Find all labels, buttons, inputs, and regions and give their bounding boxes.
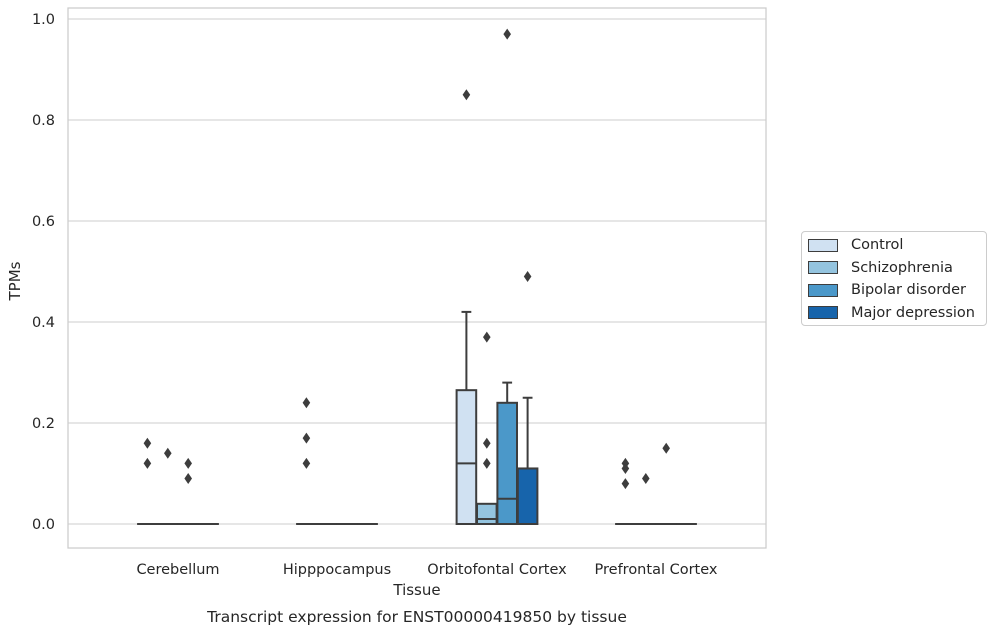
outlier-point [662, 442, 670, 454]
outlier-point [184, 457, 192, 469]
legend-label: Schizophrenia [851, 259, 953, 276]
box-schizophrenia [635, 473, 657, 525]
box-control [137, 437, 158, 525]
y-axis-ticks: 0.0 0.2 0.4 0.6 0.8 1.0 [32, 12, 55, 533]
y-axis-label: TPMs [6, 261, 24, 301]
box-control [455, 89, 478, 525]
legend-label: Bipolar disorder [851, 282, 966, 299]
box-body [455, 389, 478, 525]
legend-item: Bipolar disorder [808, 279, 980, 302]
legend-item: Major depression [808, 302, 980, 325]
box-bipolar-disorder [655, 442, 677, 525]
box-marks [137, 28, 697, 526]
box-control [615, 457, 636, 525]
x-axis-ticks: Cerebellum Hipppocampus Orbitofontal Corte… [136, 562, 717, 578]
outlier-point [143, 437, 152, 449]
outlier-point [302, 397, 311, 409]
outlier-point [462, 89, 471, 101]
outlier-point [483, 437, 491, 449]
legend-swatch [808, 261, 838, 275]
legend-swatch [808, 283, 838, 297]
box-body [496, 401, 518, 525]
box-control [296, 397, 317, 525]
outlier-point [642, 473, 650, 485]
outlier-point [184, 473, 192, 485]
box-major-depression [516, 271, 539, 526]
y-tick-label: 0.0 [32, 517, 55, 533]
y-tick-label: 0.6 [32, 214, 55, 230]
box-bipolar-disorder [177, 457, 199, 525]
outlier-point [302, 457, 311, 469]
x-tick-label: Cerebellum [136, 562, 219, 578]
outlier-point [143, 457, 152, 469]
legend-label: Control [851, 237, 904, 254]
y-tick-label: 1.0 [32, 12, 55, 28]
x-axis-label: Tissue [392, 581, 440, 599]
x-tick-label: Orbitofontal Cortex [427, 562, 567, 578]
legend-item: Schizophrenia [808, 257, 980, 280]
box-bipolar-disorder [496, 28, 518, 525]
outlier-point [164, 447, 172, 459]
y-tick-label: 0.4 [32, 315, 55, 331]
box-body [516, 467, 539, 526]
x-tick-label: Hipppocampus [283, 562, 391, 578]
outlier-point [621, 478, 630, 490]
box-schizophrenia [157, 447, 179, 525]
outlier-point [523, 271, 532, 283]
outlier-point [503, 28, 511, 40]
legend: Control Schizophrenia Bipolar disorder Majo… [801, 231, 987, 326]
gridlines [68, 18, 766, 525]
y-tick-label: 0.2 [32, 416, 55, 432]
plot-area-frame [67, 7, 767, 549]
outlier-point [621, 462, 630, 474]
legend-item: Control [808, 234, 980, 257]
box-body [476, 502, 498, 525]
box-schizophrenia [476, 331, 498, 525]
outlier-point [483, 457, 491, 469]
outlier-point [302, 432, 311, 444]
legend-label: Major depression [851, 304, 975, 321]
outlier-point [483, 331, 491, 343]
chart-title: Transcript expression for ENST0000041985… [206, 608, 627, 626]
legend-swatch [808, 306, 838, 320]
legend-swatch [808, 238, 838, 252]
y-tick-label: 0.8 [32, 113, 55, 129]
x-tick-label: Prefrontal Cortex [595, 562, 718, 578]
